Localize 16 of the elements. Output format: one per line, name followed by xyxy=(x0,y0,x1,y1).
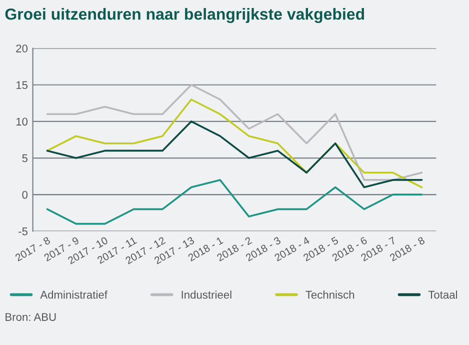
legend-label: Industrieel xyxy=(182,290,232,299)
y-tick-label: 5 xyxy=(22,154,28,162)
line-series xyxy=(46,98,423,188)
line-series xyxy=(46,120,423,188)
chart-title: Groei uitzenduren naar belangrijkste vakgebied xyxy=(5,8,364,24)
legend-label: Administratief xyxy=(40,290,108,299)
legend-label: Technisch xyxy=(306,290,354,299)
y-tick-label: 15 xyxy=(16,81,28,90)
line-series xyxy=(46,179,423,225)
line-series xyxy=(46,84,423,181)
text: Bron: ABU xyxy=(6,313,56,321)
legend-label: Totaal xyxy=(428,290,458,299)
y-tick-label: 10 xyxy=(16,118,28,126)
y-tick-label: 20 xyxy=(16,44,28,52)
y-tick-label: -5 xyxy=(18,228,28,236)
y-tick-label: 0 xyxy=(22,190,28,199)
